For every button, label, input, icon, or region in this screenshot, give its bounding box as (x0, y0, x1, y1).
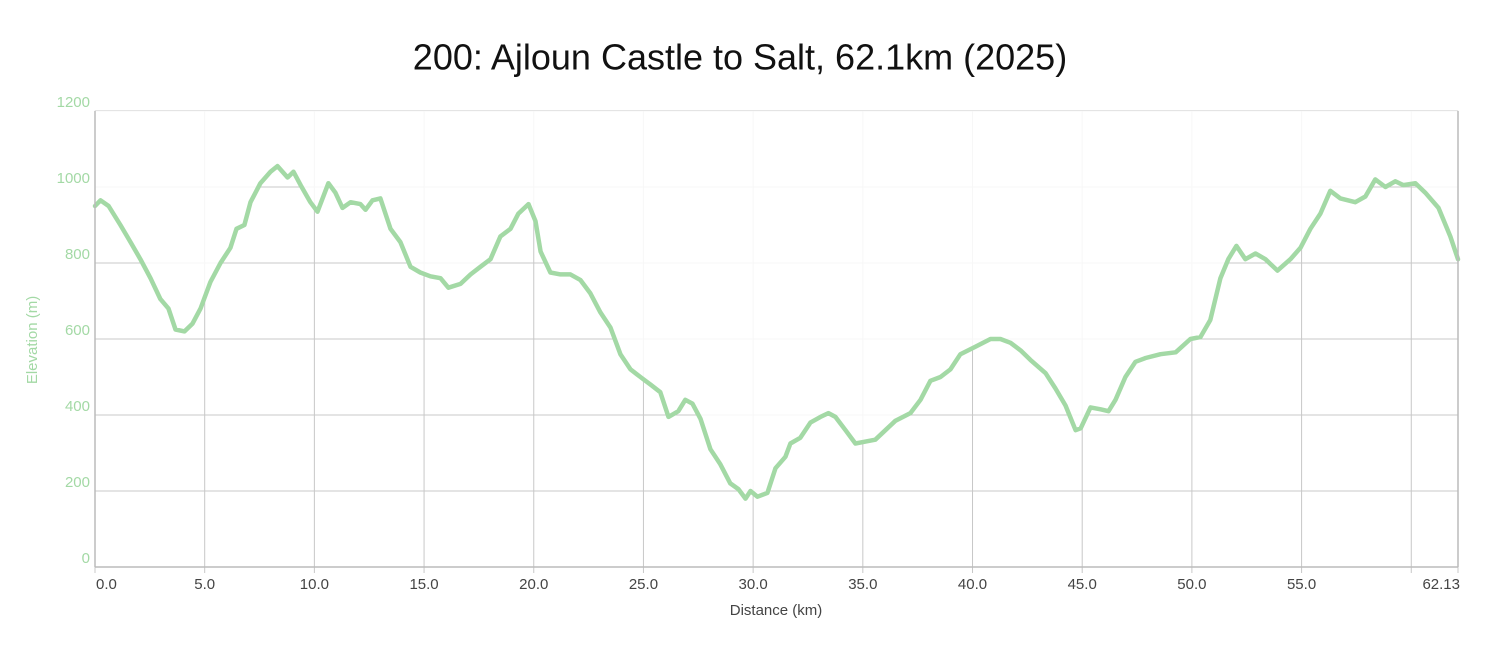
x-tick-label: 40.0 (958, 576, 987, 593)
y-tick-label: 1200 (57, 94, 90, 111)
x-tick-label: 25.0 (629, 576, 658, 593)
y-axis-label: Elevation (m) (24, 296, 41, 384)
x-tick-label: 50.0 (1177, 576, 1206, 593)
x-tick-label: 0.0 (96, 576, 117, 593)
y-tick-label: 200 (65, 474, 90, 491)
x-tick-label: 5.0 (194, 576, 215, 593)
x-tick-label: 20.0 (519, 576, 548, 593)
y-tick-label: 1000 (57, 170, 90, 187)
y-tick-label: 800 (65, 246, 90, 263)
upper-shade (95, 111, 1458, 499)
x-axis-label: Distance (km) (730, 602, 823, 619)
y-tick-label: 400 (65, 398, 90, 415)
chart-title: 200: Ajloun Castle to Salt, 62.1km (2025… (413, 37, 1067, 78)
x-tick-label: 55.0 (1287, 576, 1316, 593)
x-tick-label: 45.0 (1068, 576, 1097, 593)
x-tick-label: 15.0 (409, 576, 438, 593)
elevation-line (92, 163, 1461, 501)
x-tick-label: 62.13 (1422, 576, 1460, 593)
x-tick-label: 30.0 (739, 576, 768, 593)
y-tick-label: 0 (82, 550, 90, 567)
y-tick-label: 600 (65, 322, 90, 339)
x-tick-label: 35.0 (848, 576, 877, 593)
x-tick-label: 10.0 (300, 576, 329, 593)
